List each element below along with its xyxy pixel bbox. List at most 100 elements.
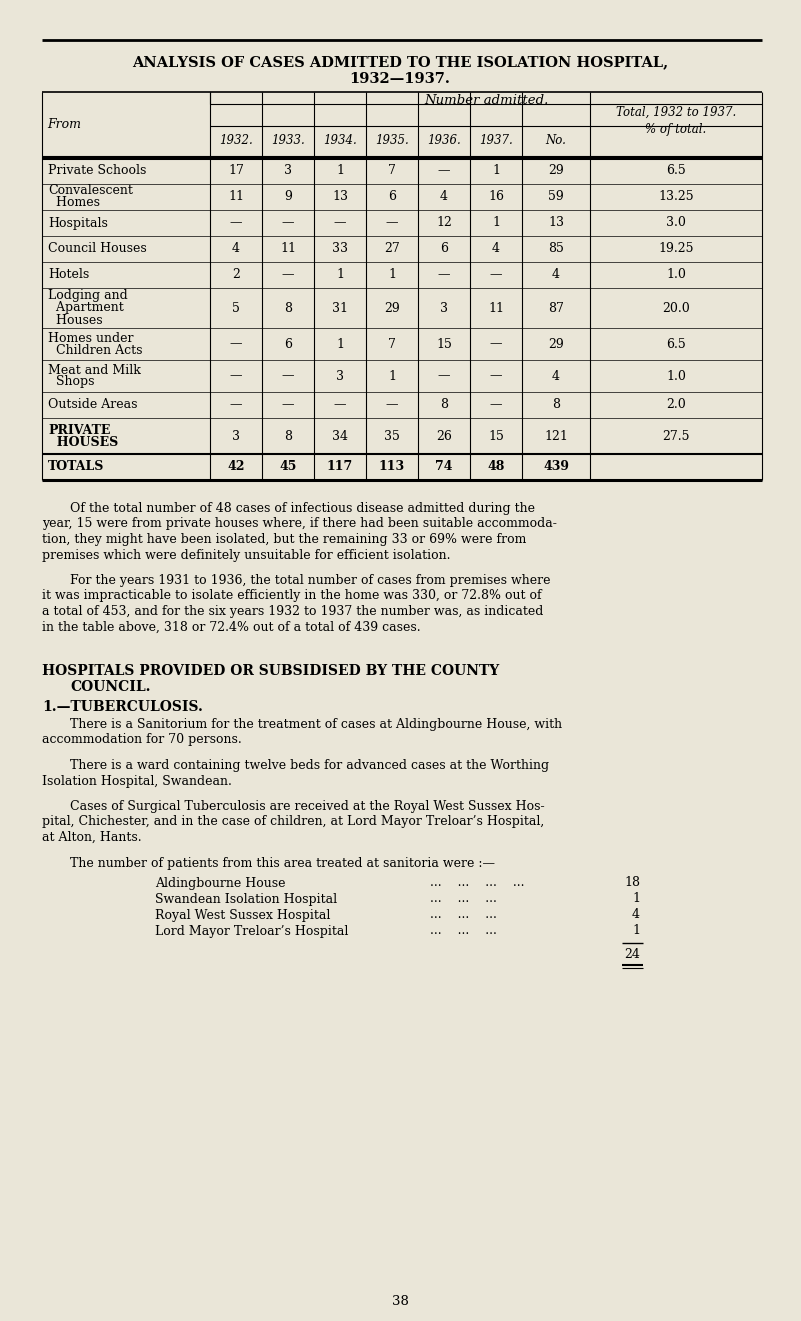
Text: 85: 85 [548, 243, 564, 255]
Text: 1: 1 [336, 165, 344, 177]
Text: Royal West Sussex Hospital: Royal West Sussex Hospital [155, 909, 330, 922]
Text: —: — [438, 268, 450, 281]
Text: 27.5: 27.5 [662, 429, 690, 443]
Text: —: — [438, 165, 450, 177]
Text: 6.5: 6.5 [666, 337, 686, 350]
Text: ...    ...    ...    ...: ... ... ... ... [430, 877, 525, 889]
Text: 121: 121 [544, 429, 568, 443]
Text: tion, they might have been isolated, but the remaining 33 or 69% were from: tion, they might have been isolated, but… [42, 532, 526, 546]
Text: PRIVATE: PRIVATE [48, 424, 111, 436]
Text: 1: 1 [336, 337, 344, 350]
Text: 1: 1 [492, 165, 500, 177]
Text: HOUSES: HOUSES [48, 436, 119, 449]
Text: Number admitted.: Number admitted. [424, 94, 548, 107]
Text: Swandean Isolation Hospital: Swandean Isolation Hospital [155, 893, 337, 905]
Text: 29: 29 [384, 301, 400, 314]
Text: Aldingbourne House: Aldingbourne House [155, 877, 285, 889]
Text: 11: 11 [280, 243, 296, 255]
Text: 13: 13 [548, 217, 564, 230]
Text: 8: 8 [284, 429, 292, 443]
Text: it was impracticable to isolate efficiently in the home was 330, or 72.8% out of: it was impracticable to isolate efficien… [42, 589, 541, 602]
Text: —: — [230, 337, 242, 350]
Text: Shops: Shops [48, 375, 95, 388]
Text: 18: 18 [624, 877, 640, 889]
Text: 20.0: 20.0 [662, 301, 690, 314]
Text: No.: No. [545, 135, 566, 148]
Text: 15: 15 [436, 337, 452, 350]
Text: Children Acts: Children Acts [48, 343, 143, 357]
Text: 8: 8 [440, 399, 448, 412]
Text: —: — [230, 399, 242, 412]
Text: 3: 3 [336, 370, 344, 383]
Text: 439: 439 [543, 461, 569, 473]
Text: 3.0: 3.0 [666, 217, 686, 230]
Text: 26: 26 [436, 429, 452, 443]
Text: 13: 13 [332, 190, 348, 203]
Text: ...    ...    ...: ... ... ... [430, 909, 497, 922]
Text: 6: 6 [388, 190, 396, 203]
Text: —: — [282, 370, 294, 383]
Text: —: — [489, 370, 502, 383]
Text: HOSPITALS PROVIDED OR SUBSIDISED BY THE COUNTY: HOSPITALS PROVIDED OR SUBSIDISED BY THE … [42, 664, 499, 678]
Text: —: — [230, 217, 242, 230]
Text: 5: 5 [232, 301, 240, 314]
Text: 1: 1 [388, 370, 396, 383]
Text: 29: 29 [548, 337, 564, 350]
Text: 113: 113 [379, 461, 405, 473]
Text: 1.—TUBERCULOSIS.: 1.—TUBERCULOSIS. [42, 700, 203, 713]
Text: 4: 4 [440, 190, 448, 203]
Text: —: — [489, 337, 502, 350]
Text: 16: 16 [488, 190, 504, 203]
Text: —: — [230, 370, 242, 383]
Text: 17: 17 [228, 165, 244, 177]
Text: 1932.: 1932. [219, 135, 253, 148]
Text: 1937.: 1937. [479, 135, 513, 148]
Text: —: — [282, 268, 294, 281]
Text: 33: 33 [332, 243, 348, 255]
Text: 38: 38 [392, 1295, 409, 1308]
Text: 1: 1 [632, 893, 640, 905]
Text: There is a Sanitorium for the treatment of cases at Aldingbourne House, with: There is a Sanitorium for the treatment … [70, 719, 562, 731]
Text: 48: 48 [487, 461, 505, 473]
Text: 6: 6 [440, 243, 448, 255]
Text: a total of 453, and for the six years 1932 to 1937 the number was, as indicated: a total of 453, and for the six years 19… [42, 605, 543, 618]
Text: 1: 1 [336, 268, 344, 281]
Text: 11: 11 [488, 301, 504, 314]
Text: Total, 1932 to 1937.: Total, 1932 to 1937. [616, 106, 736, 119]
Text: For the years 1931 to 1936, the total number of cases from premises where: For the years 1931 to 1936, the total nu… [70, 575, 550, 587]
Text: 13.25: 13.25 [658, 190, 694, 203]
Text: —: — [489, 268, 502, 281]
Text: ...    ...    ...: ... ... ... [430, 893, 497, 905]
Text: 8: 8 [552, 399, 560, 412]
Text: 3: 3 [232, 429, 240, 443]
Text: 9: 9 [284, 190, 292, 203]
Text: 4: 4 [552, 370, 560, 383]
Text: The number of patients from this area treated at sanitoria were :—: The number of patients from this area tr… [70, 856, 495, 869]
Text: Apartment: Apartment [48, 301, 123, 314]
Text: —: — [334, 399, 346, 412]
Text: —: — [438, 370, 450, 383]
Text: Meat and Milk: Meat and Milk [48, 363, 141, 376]
Text: —: — [489, 399, 502, 412]
Text: —: — [334, 217, 346, 230]
Text: 1.0: 1.0 [666, 268, 686, 281]
Text: 2: 2 [232, 268, 240, 281]
Text: 3: 3 [284, 165, 292, 177]
Text: at Alton, Hants.: at Alton, Hants. [42, 831, 142, 844]
Text: Hospitals: Hospitals [48, 217, 108, 230]
Text: Homes under: Homes under [48, 332, 134, 345]
Text: 87: 87 [548, 301, 564, 314]
Text: 24: 24 [624, 948, 640, 962]
Text: —: — [282, 399, 294, 412]
Text: Hotels: Hotels [48, 268, 89, 281]
Text: Houses: Houses [48, 313, 103, 326]
Text: % of total.: % of total. [646, 123, 706, 136]
Text: Private Schools: Private Schools [48, 165, 147, 177]
Text: 4: 4 [492, 243, 500, 255]
Text: Outside Areas: Outside Areas [48, 399, 138, 412]
Text: Of the total number of 48 cases of infectious disease admitted during the: Of the total number of 48 cases of infec… [70, 502, 535, 515]
Text: 4: 4 [632, 909, 640, 922]
Text: 29: 29 [548, 165, 564, 177]
Text: 1: 1 [388, 268, 396, 281]
Text: 8: 8 [284, 301, 292, 314]
